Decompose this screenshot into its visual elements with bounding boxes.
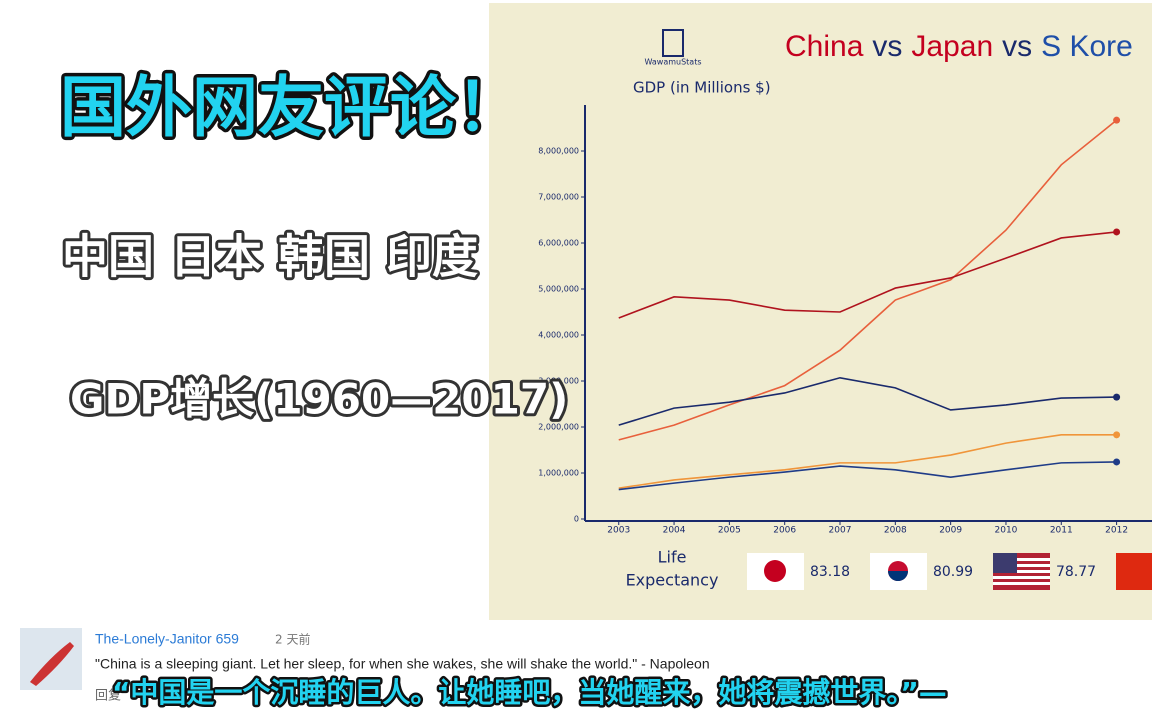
end-dot [1113,116,1121,124]
x-tick-label: 2011 [1050,526,1073,536]
title-part: Japan [911,30,993,63]
x-tick-label: 2009 [939,526,962,536]
comment-text: "China is a sleeping giant. Let her slee… [95,656,710,672]
avatar-icon [30,642,74,686]
x-tick-label: 2004 [663,526,686,536]
flag-china [1116,553,1152,590]
line [618,231,1117,319]
title-part: vs [872,30,902,63]
end-dot [1113,393,1121,401]
life-label: Expectancy [626,571,719,590]
flag-usa [993,553,1050,590]
logo-icon [662,29,684,57]
flag-japan [747,553,804,590]
end-dot [1113,458,1121,466]
title-part: vs [1002,30,1032,63]
x-tick-label: 2006 [773,526,796,536]
x-tick-label: 2003 [607,526,630,536]
y-tick-label: 4,000,000 [538,331,579,340]
x-tick-label: 2012 [1105,526,1128,536]
line [618,434,1117,489]
life-value: 83.18 [810,564,850,580]
timestamp: 2 天前 [275,632,310,647]
logo: WawamuStats [644,58,701,67]
x-tick-label: 2008 [884,526,907,536]
subtitle: GDP增长(1960—2017) [70,375,568,424]
countries: 中国 日本 韩国 印度 [62,230,478,284]
life-label: Life [658,548,687,567]
line [618,376,1117,426]
flag-korea [870,553,927,590]
headline: 国外网友评论！ [60,69,522,146]
y-tick-label: 7,000,000 [538,193,579,202]
x-tick-label: 2007 [829,526,852,536]
y-tick-label: 8,000,000 [538,147,579,156]
chart-title: China vs Japan vs S Kore [785,30,1133,63]
line [618,461,1117,491]
reply-button[interactable]: 回复 [95,689,121,704]
caption: “中国是一个沉睡的巨人。让她睡吧，当她醒来，她将震撼世界。”— [112,676,947,709]
end-dot [1113,228,1121,236]
x-tick-label: 2005 [718,526,741,536]
y-tick-label: 5,000,000 [538,285,579,294]
y-tick-label: 1,000,000 [538,469,579,478]
title-part: China [785,30,864,63]
title-part: S Kore [1041,30,1133,63]
end-dot [1113,431,1121,439]
y-tick-label: 2,000,000 [538,423,579,432]
y-tick-label: 6,000,000 [538,239,579,248]
y-axis-label: GDP (in Millions $) [633,79,771,97]
line [618,119,1118,441]
username[interactable]: The-Lonely-Janitor 659 [95,631,239,647]
y-tick-label: 0 [574,515,579,524]
y-tick-label: 3,000,000 [538,377,579,386]
x-tick-label: 2010 [995,526,1018,536]
life-value: 78.77 [1056,564,1096,580]
life-value: 80.99 [933,564,973,580]
